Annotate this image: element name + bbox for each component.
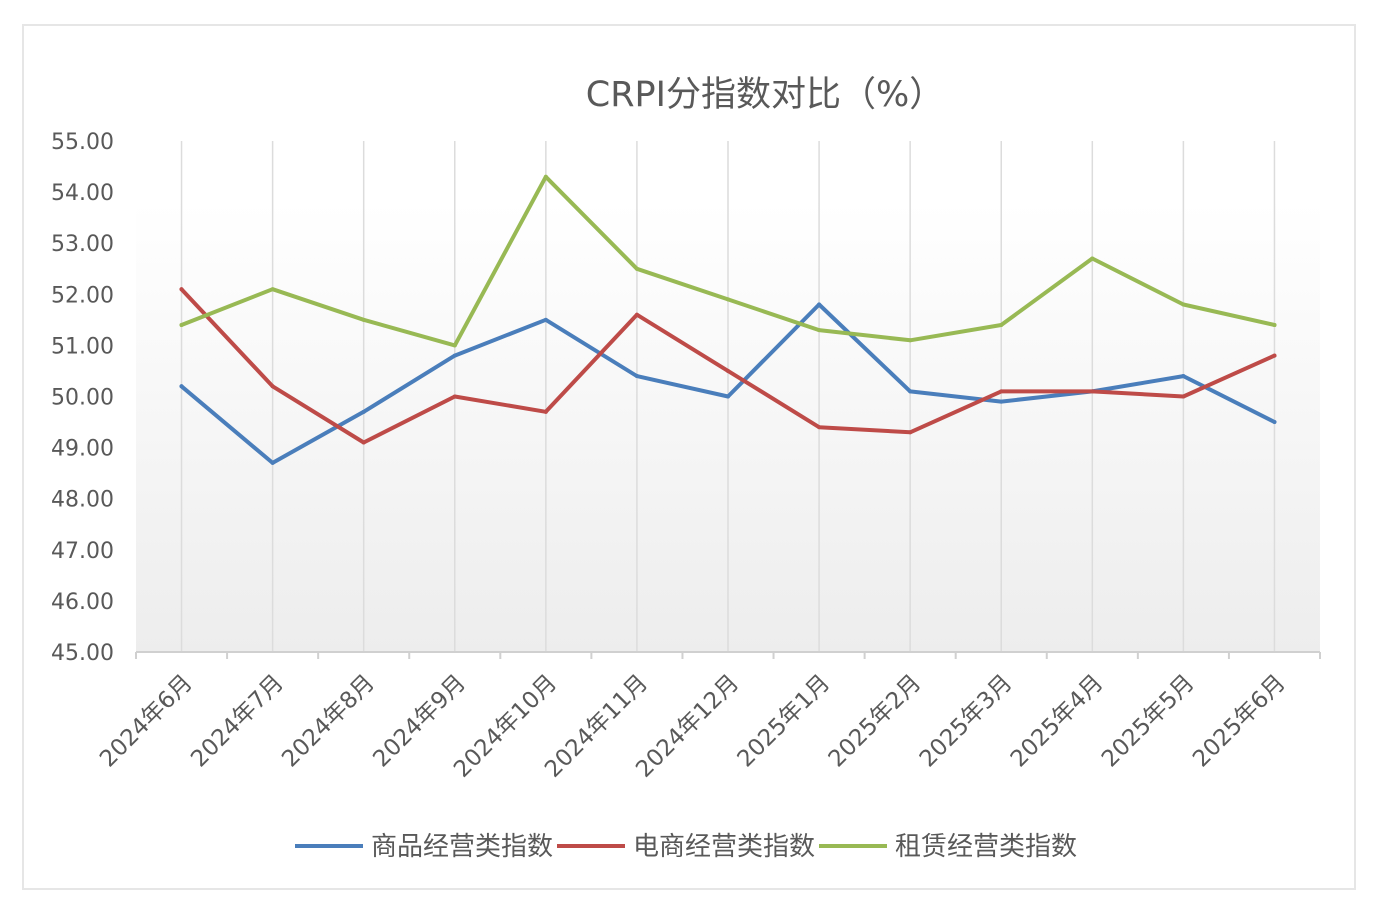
legend-label-3: 租赁经营类指数 — [895, 832, 1077, 862]
series-1-point — [817, 302, 822, 307]
series-1-point — [908, 389, 913, 394]
y-tick-label: 46.00 — [51, 590, 114, 615]
series-1-point — [179, 384, 184, 389]
series-1-point — [999, 399, 1004, 404]
series-2-point — [452, 394, 457, 399]
series-2-point — [361, 440, 366, 445]
series-3-point — [179, 322, 184, 327]
y-tick-label: 54.00 — [51, 181, 114, 206]
series-1-point — [726, 394, 730, 399]
series-1-point — [543, 317, 548, 322]
x-tick-label: 2025年3月 — [915, 670, 1018, 773]
x-tick-label: 2025年5月 — [1097, 670, 1200, 773]
series-2-point — [634, 312, 639, 317]
series-1-point — [270, 460, 275, 465]
y-tick-label: 45.00 — [51, 641, 114, 666]
y-tick-label: 47.00 — [51, 539, 114, 564]
legend-label-1: 商品经营类指数 — [371, 832, 553, 862]
series-3-point — [361, 317, 366, 322]
series-3-point — [634, 266, 639, 271]
series-2-point — [817, 425, 822, 430]
series-3-point — [1272, 322, 1277, 327]
series-1-point — [1272, 420, 1277, 425]
series-1-point — [452, 353, 457, 358]
series-2-point — [543, 409, 548, 414]
chart-title: CRPI分指数对比（%） — [586, 75, 944, 115]
series-3-point — [817, 328, 822, 333]
x-tick-label: 2024年8月 — [277, 670, 380, 773]
series-3-point — [1090, 256, 1095, 261]
series-3-point — [452, 343, 457, 348]
series-2-point — [908, 430, 913, 435]
y-tick-label: 48.00 — [51, 488, 114, 513]
x-tick-label: 2024年6月 — [95, 670, 198, 773]
series-3-point — [726, 297, 730, 302]
y-tick-label: 51.00 — [51, 334, 114, 359]
x-tick-label: 2024年7月 — [186, 670, 289, 773]
y-tick-label: 55.00 — [51, 130, 114, 155]
x-tick-label: 2025年6月 — [1188, 670, 1291, 773]
series-2-point — [179, 287, 184, 292]
series-2-point — [1090, 389, 1095, 394]
series-3-point — [999, 322, 1004, 327]
legend: 商品经营类指数 电商经营类指数 租赁经营类指数 — [295, 832, 1077, 862]
x-tick-label: 2025年4月 — [1006, 670, 1109, 773]
y-tick-label: 49.00 — [51, 437, 114, 462]
series-1-point — [634, 374, 639, 379]
series-2-point — [999, 389, 1004, 394]
y-tick-label: 52.00 — [51, 283, 114, 308]
series-3-point — [908, 338, 913, 343]
series-2-point — [726, 368, 730, 373]
legend-label-2: 电商经营类指数 — [633, 832, 815, 862]
y-tick-label: 50.00 — [51, 386, 114, 411]
series-1-point — [361, 409, 366, 414]
series-2-point — [1272, 353, 1277, 358]
x-tick-label: 2025年1月 — [733, 670, 836, 773]
series-2-point — [1181, 394, 1186, 399]
series-1-point — [1181, 374, 1186, 379]
series-2-point — [270, 384, 275, 389]
series-3-point — [1181, 302, 1186, 307]
series-3-point — [270, 287, 275, 292]
x-tick-label: 2025年2月 — [824, 670, 927, 773]
y-tick-label: 53.00 — [51, 232, 114, 257]
series-3-point — [543, 174, 548, 179]
